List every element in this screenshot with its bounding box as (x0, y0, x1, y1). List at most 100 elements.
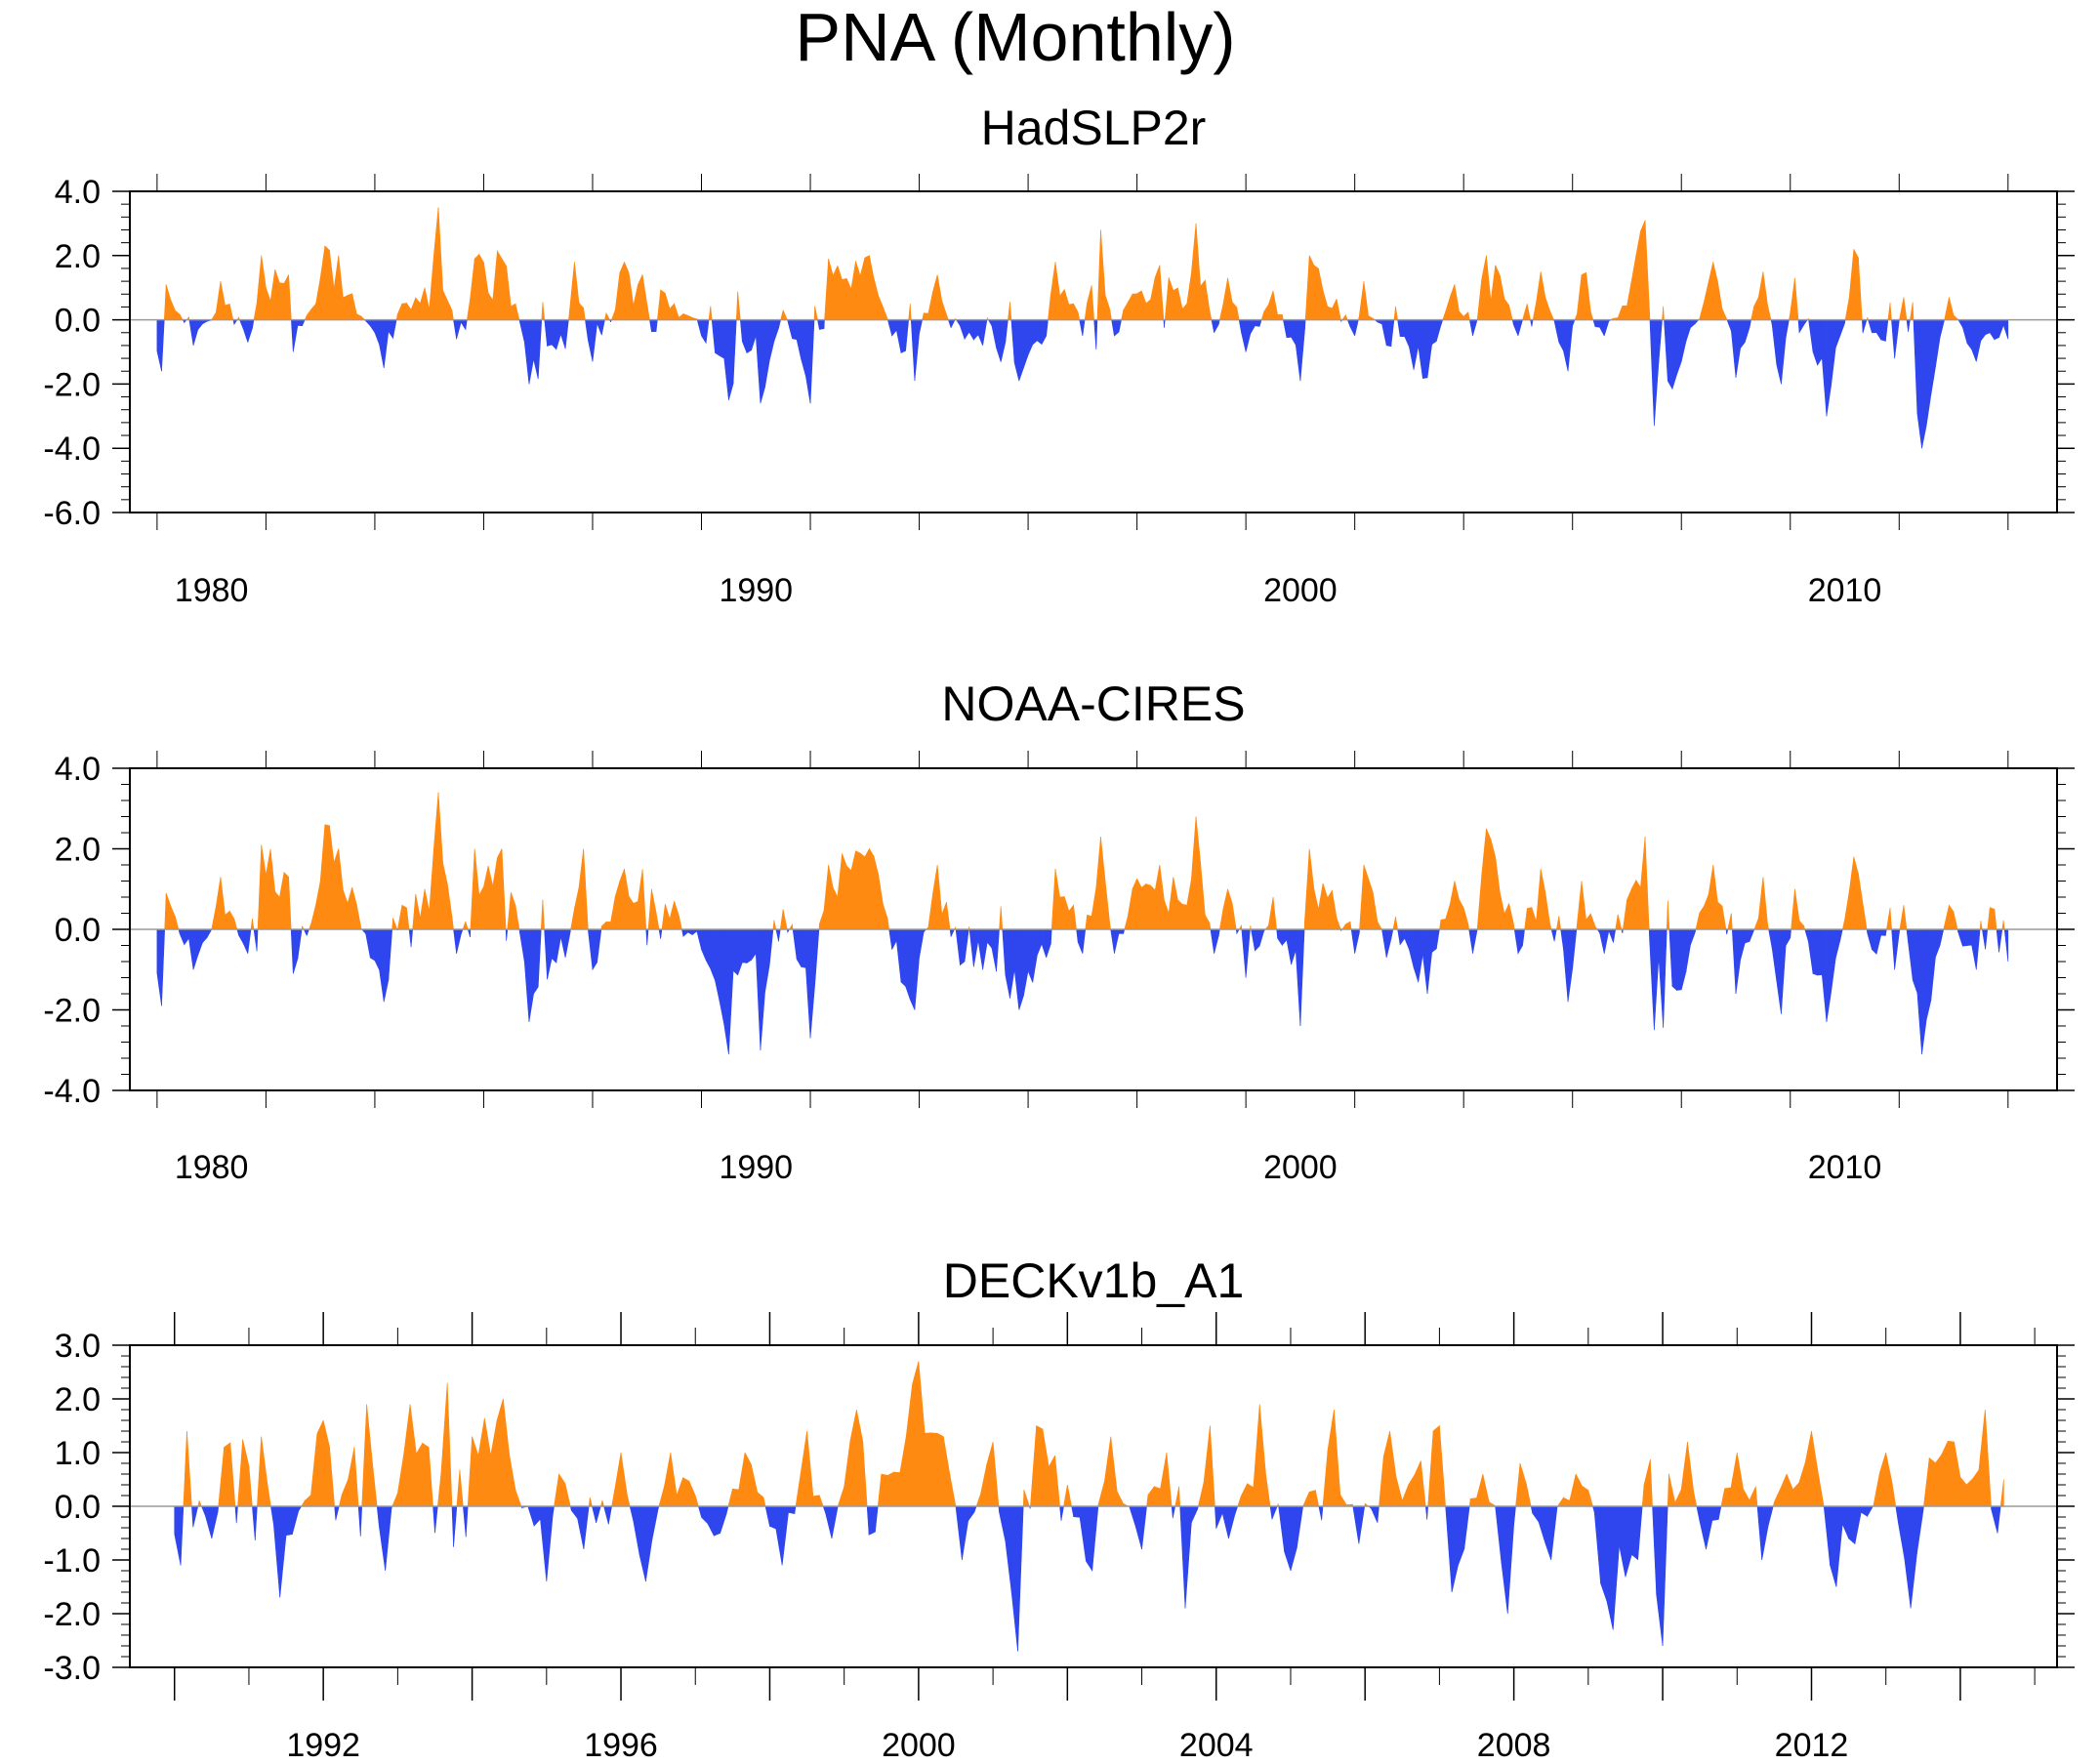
negative-area (1592, 319, 1596, 327)
positive-area (862, 1441, 868, 1507)
positive-area (1717, 281, 1723, 320)
negative-area (1413, 319, 1420, 370)
positive-area (1363, 864, 1369, 930)
negative-area (453, 319, 457, 340)
positive-area (478, 886, 484, 930)
negative-area (1971, 928, 1977, 970)
positive-area (1753, 918, 1759, 930)
positive-area (1736, 1452, 1744, 1507)
negative-area (1966, 319, 1972, 350)
negative-area (1463, 1505, 1470, 1549)
negative-area (247, 928, 252, 954)
positive-area (762, 1497, 766, 1507)
negative-area (1304, 319, 1306, 329)
positive-area (975, 1494, 981, 1507)
negative-area (252, 1505, 256, 1540)
negative-area (1299, 319, 1305, 382)
positive-area (179, 313, 184, 320)
positive-area (732, 1488, 739, 1507)
negative-area (1286, 928, 1292, 965)
x-tick-label: 2004 (1179, 1727, 1254, 1764)
positive-area (1899, 297, 1905, 320)
negative-area (1005, 928, 1010, 999)
y-tick-label: 1.0 (55, 1435, 101, 1472)
positive-area (1630, 255, 1637, 320)
negative-area (383, 928, 390, 1003)
negative-area (705, 928, 712, 969)
positive-area (923, 312, 929, 320)
positive-area (1268, 896, 1274, 930)
negative-area (1894, 928, 1900, 970)
positive-area (1853, 856, 1859, 930)
positive-area (1780, 1473, 1788, 1507)
positive-area (1558, 916, 1561, 930)
positive-area (487, 865, 494, 930)
negative-area (239, 319, 244, 329)
positive-area (1555, 916, 1560, 930)
negative-area (1215, 1505, 1223, 1529)
negative-area (710, 928, 716, 981)
positive-area (483, 865, 489, 930)
positive-area (1481, 255, 1487, 320)
positive-area (1721, 906, 1727, 930)
positive-area (1585, 272, 1591, 320)
negative-area (900, 319, 906, 354)
positive-area (837, 266, 843, 320)
positive-area (1848, 856, 1855, 930)
positive-area (1695, 912, 1701, 930)
negative-area (523, 928, 530, 1022)
negative-area (691, 928, 698, 936)
positive-area (676, 1477, 683, 1507)
negative-area (279, 1505, 287, 1598)
positive-area (838, 1486, 844, 1507)
negative-area (1613, 928, 1617, 943)
positive-area (1104, 1436, 1112, 1507)
positive-area (1786, 1473, 1793, 1507)
negative-area (460, 319, 467, 331)
positive-area (1100, 837, 1106, 930)
x-tick-label: 2008 (1477, 1727, 1551, 1764)
negative-area (977, 319, 983, 347)
positive-area (467, 1436, 473, 1507)
negative-area (987, 319, 993, 327)
positive-area (1889, 302, 1892, 320)
positive-area (828, 864, 834, 930)
positive-area (1515, 1462, 1521, 1507)
negative-area (1191, 1505, 1198, 1523)
positive-area (873, 856, 880, 930)
positive-area (646, 304, 650, 320)
negative-area (1994, 319, 1999, 341)
negative-area (1278, 1505, 1285, 1552)
positive-area (1308, 848, 1315, 930)
negative-area (1989, 319, 1996, 341)
positive-area (1222, 277, 1228, 320)
negative-area (1599, 928, 1605, 954)
positive-area (1059, 896, 1065, 930)
positive-area (542, 302, 546, 320)
negative-area (1572, 928, 1578, 969)
positive-area (1912, 302, 1915, 320)
negative-area (794, 1505, 797, 1514)
positive-area (614, 1452, 622, 1507)
negative-area (719, 319, 725, 359)
negative-area (1002, 928, 1007, 975)
negative-area (1599, 319, 1605, 337)
negative-area (1093, 319, 1097, 350)
positive-area (1073, 905, 1077, 930)
negative-area (1550, 1505, 1558, 1561)
negative-area (1517, 928, 1523, 955)
negative-area (270, 1505, 274, 1526)
positive-area (1140, 882, 1147, 930)
positive-area (1091, 285, 1094, 320)
positive-area (442, 290, 448, 320)
positive-area (1704, 281, 1709, 320)
positive-area (1421, 1460, 1426, 1507)
positive-area (198, 1500, 202, 1507)
negative-area (1975, 319, 1982, 362)
negative-area (1513, 319, 1519, 337)
negative-area (999, 1505, 1007, 1541)
positive-area (215, 281, 222, 320)
negative-area (1740, 928, 1746, 961)
positive-area-series (183, 1361, 2004, 1507)
negative-area (600, 319, 605, 336)
